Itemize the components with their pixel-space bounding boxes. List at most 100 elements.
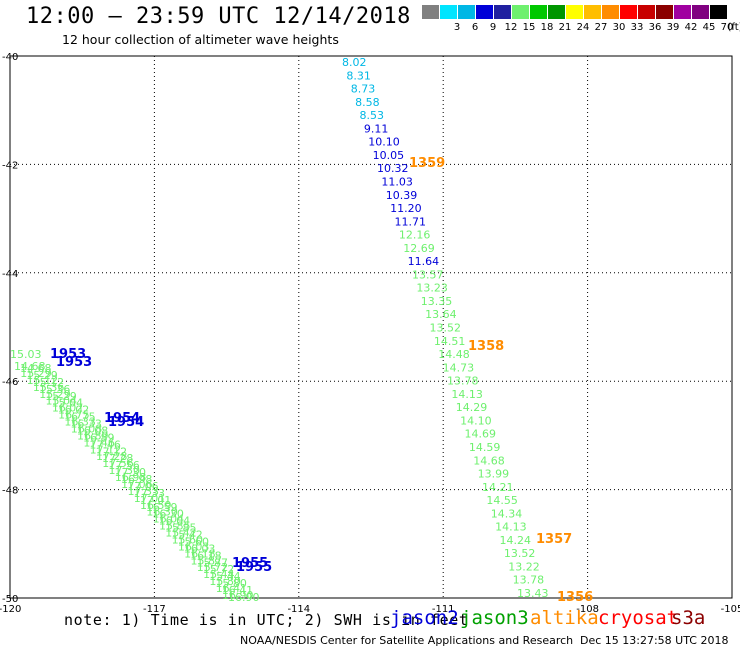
swh-value-label: 13.43 bbox=[517, 587, 549, 600]
swh-value-label: 17.12 bbox=[90, 443, 122, 456]
swh-value-label: 12.16 bbox=[399, 229, 431, 242]
swh-value-label: 15.87 bbox=[196, 556, 228, 569]
swh-value-label: 13.99 bbox=[478, 468, 510, 481]
swh-value-label: 14.13 bbox=[495, 521, 527, 534]
legend-label: 30 bbox=[612, 22, 626, 33]
legend-label: 39 bbox=[666, 22, 680, 33]
swh-value-label: 17.30 bbox=[115, 466, 147, 479]
satellite-label: jason2 bbox=[390, 607, 459, 629]
legend-swatch bbox=[692, 5, 710, 19]
legend-label: 24 bbox=[576, 22, 590, 33]
swh-value-label: 17.01 bbox=[140, 494, 172, 507]
time-stamp: 1953 bbox=[56, 355, 92, 370]
lat-tick-label: -48 bbox=[2, 486, 18, 497]
swh-value-label: 17.33 bbox=[133, 487, 165, 500]
swh-value-label: 13.22 bbox=[508, 560, 540, 573]
swh-value-label: 15.44 bbox=[203, 568, 235, 581]
footer-note: note: 1) Time is in UTC; 2) SWH is in fe… bbox=[64, 611, 469, 629]
satellite-label: jason3 bbox=[460, 607, 529, 629]
legend-swatch bbox=[458, 5, 476, 19]
swh-value-label: 15.12 bbox=[27, 374, 59, 387]
satellite-label: cryosat bbox=[598, 607, 679, 629]
swh-value-label: 8.31 bbox=[346, 69, 371, 82]
swh-value-label: 17.30 bbox=[109, 464, 141, 477]
swh-value-label: 15.87 bbox=[190, 554, 222, 567]
lon-tick-label: -105 bbox=[721, 604, 740, 615]
swh-value-label: 13.78 bbox=[513, 574, 545, 587]
swh-value-label: 14.29 bbox=[456, 401, 488, 414]
track-east-labels: 8.028.318.738.588.539.1110.1010.0510.321… bbox=[342, 56, 549, 600]
swh-value-label: 16.90 bbox=[228, 591, 260, 604]
time-stamp: 1357 bbox=[536, 532, 572, 547]
swh-value-label: 14.68 bbox=[14, 360, 46, 373]
legend-label: 70 bbox=[720, 22, 734, 33]
swh-value-label: 16.18 bbox=[184, 547, 216, 560]
swh-value-label: 16.33 bbox=[64, 416, 96, 429]
swh-value-label: 15.04 bbox=[52, 397, 84, 410]
legend-label: 36 bbox=[648, 22, 662, 33]
swh-value-label: 17.28 bbox=[102, 452, 134, 465]
legend-label: 9 bbox=[489, 22, 497, 33]
generated-timestamp: Dec 15 13:27:58 UTC 2018 bbox=[580, 634, 729, 647]
swh-value-label: 14.55 bbox=[486, 494, 518, 507]
swh-value-label: 16.30 bbox=[152, 508, 184, 521]
swh-value-label: 16.59 bbox=[146, 501, 178, 514]
swh-value-label: 8.02 bbox=[342, 56, 367, 69]
swh-value-label: 16.03 bbox=[184, 542, 216, 555]
swh-value-label: 17.56 bbox=[108, 459, 140, 472]
swh-value-label: 16.89 bbox=[83, 431, 115, 444]
swh-value-label: 15.60 bbox=[178, 535, 210, 548]
swh-value-label: 17.56 bbox=[102, 457, 134, 470]
satellite-label: s3a bbox=[671, 607, 706, 629]
satellite-label: altika bbox=[530, 607, 599, 629]
legend-swatch bbox=[566, 5, 584, 19]
axis-labels: -120 -117 -114 -111 -108 -105 -40 -42 -44 -46 -48 -… bbox=[0, 52, 740, 615]
time-stamp: 1954 bbox=[108, 415, 144, 430]
swh-value-label: 11.20 bbox=[390, 202, 422, 215]
legend-swatch bbox=[440, 5, 458, 19]
lat-tick-label: -44 bbox=[2, 269, 18, 280]
swh-value-label: 14.69 bbox=[465, 428, 497, 441]
swh-value-label: 13.57 bbox=[412, 268, 444, 281]
track-west-labels: 15.0314.6815.2915.1215.3615.2915.0416.02… bbox=[10, 348, 260, 604]
swh-value-label: 16.03 bbox=[178, 540, 210, 553]
lon-tick-label: -108 bbox=[576, 604, 599, 615]
swh-value-label: 11.71 bbox=[395, 215, 427, 228]
legend-label: 18 bbox=[540, 22, 554, 33]
legend-swatch bbox=[602, 5, 620, 19]
swh-value-label: 15.29 bbox=[45, 390, 77, 403]
swh-value-label: 16.30 bbox=[146, 506, 178, 519]
swh-value-label: 17.33 bbox=[127, 485, 159, 498]
legend-swatch bbox=[548, 5, 566, 19]
swh-value-label: 16.18 bbox=[190, 549, 222, 562]
swh-value-label: 8.58 bbox=[355, 96, 380, 109]
swh-value-label: 15.29 bbox=[20, 367, 52, 380]
swh-value-label: 16.41 bbox=[222, 584, 254, 597]
lat-tick-label: -50 bbox=[2, 594, 18, 605]
swh-value-label: 16.02 bbox=[58, 404, 89, 417]
swh-value-label: 15.42 bbox=[165, 527, 197, 540]
swh-value-label: 17.46 bbox=[83, 436, 115, 449]
legend-swatch bbox=[710, 5, 728, 19]
time-stamp: 1356 bbox=[557, 590, 593, 605]
time-stamp: 1954 bbox=[104, 411, 140, 426]
legend-unit: (ft) bbox=[727, 22, 740, 33]
legend-swatch bbox=[638, 5, 656, 19]
lat-tick-label: -40 bbox=[2, 52, 18, 63]
swh-value-label: 14.21 bbox=[482, 481, 514, 494]
legend-swatch bbox=[620, 5, 638, 19]
swh-value-label: 16.59 bbox=[140, 499, 172, 512]
map-title: 12:00 – 23:59 UTC 12/14/2018 bbox=[26, 4, 411, 29]
legend-swatch bbox=[674, 5, 692, 19]
legend-label: 15 bbox=[522, 22, 536, 33]
swh-value-label: 16.41 bbox=[216, 582, 248, 595]
swh-value-label: 16.90 bbox=[222, 589, 254, 602]
legend-swatch bbox=[512, 5, 530, 19]
legend-swatch bbox=[476, 5, 494, 19]
swh-value-label: 14.34 bbox=[491, 507, 523, 520]
legend-label: 12 bbox=[504, 22, 518, 33]
map-frame bbox=[9, 55, 733, 599]
swh-value-label: 15.29 bbox=[39, 388, 71, 401]
swh-value-label: 16.08 bbox=[77, 424, 109, 437]
